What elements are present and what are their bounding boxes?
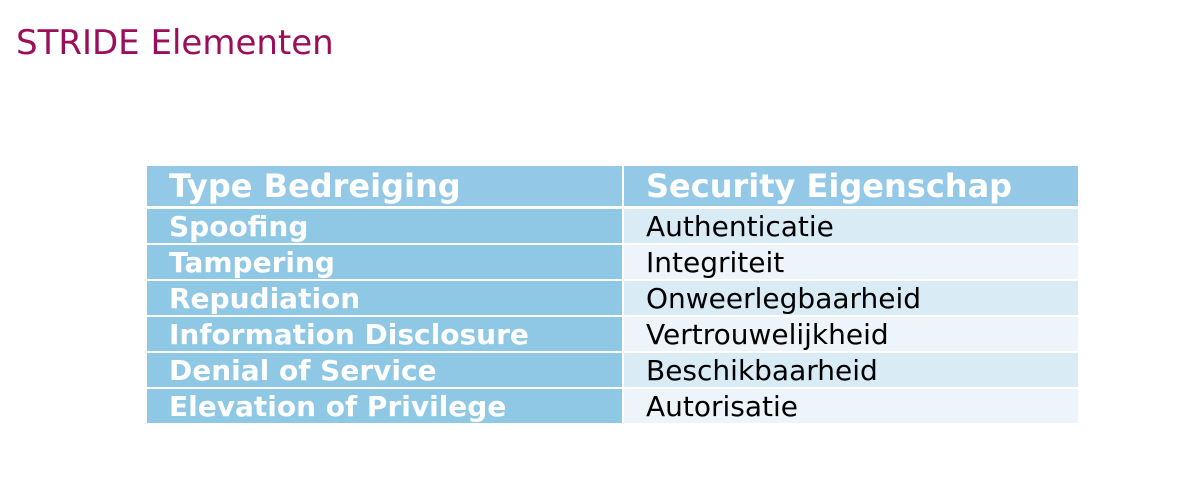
threat-cell: Denial of Service bbox=[147, 352, 624, 389]
table-row: Repudiation Onweerlegbaarheid bbox=[147, 280, 1078, 317]
property-cell: Vertrouwelijkheid bbox=[623, 316, 1078, 353]
threat-cell: Spoofing bbox=[147, 207, 624, 245]
property-cell: Onweerlegbaarheid bbox=[623, 280, 1078, 317]
threat-cell: Information Disclosure bbox=[147, 316, 624, 353]
property-cell: Authenticatie bbox=[623, 207, 1078, 245]
header-threat-type: Type Bedreiging bbox=[147, 166, 624, 209]
table-row: Spoofing Authenticatie bbox=[147, 207, 1078, 245]
threat-cell: Repudiation bbox=[147, 280, 624, 317]
table-header-row: Type Bedreiging Security Eigenschap bbox=[147, 166, 1078, 209]
property-cell: Autorisatie bbox=[623, 388, 1078, 425]
table-row: Elevation of Privilege Autorisatie bbox=[147, 388, 1078, 425]
table-row: Tampering Integriteit bbox=[147, 244, 1078, 281]
slide-title: STRIDE Elementen bbox=[16, 22, 334, 63]
table-row: Information Disclosure Vertrouwelijkheid bbox=[147, 316, 1078, 353]
header-security-property: Security Eigenschap bbox=[623, 166, 1078, 209]
table-row: Denial of Service Beschikbaarheid bbox=[147, 352, 1078, 389]
property-cell: Integriteit bbox=[623, 244, 1078, 281]
threat-cell: Elevation of Privilege bbox=[147, 388, 624, 425]
stride-table: Type Bedreiging Security Eigenschap Spoo… bbox=[147, 166, 1078, 425]
threat-cell: Tampering bbox=[147, 244, 624, 281]
property-cell: Beschikbaarheid bbox=[623, 352, 1078, 389]
